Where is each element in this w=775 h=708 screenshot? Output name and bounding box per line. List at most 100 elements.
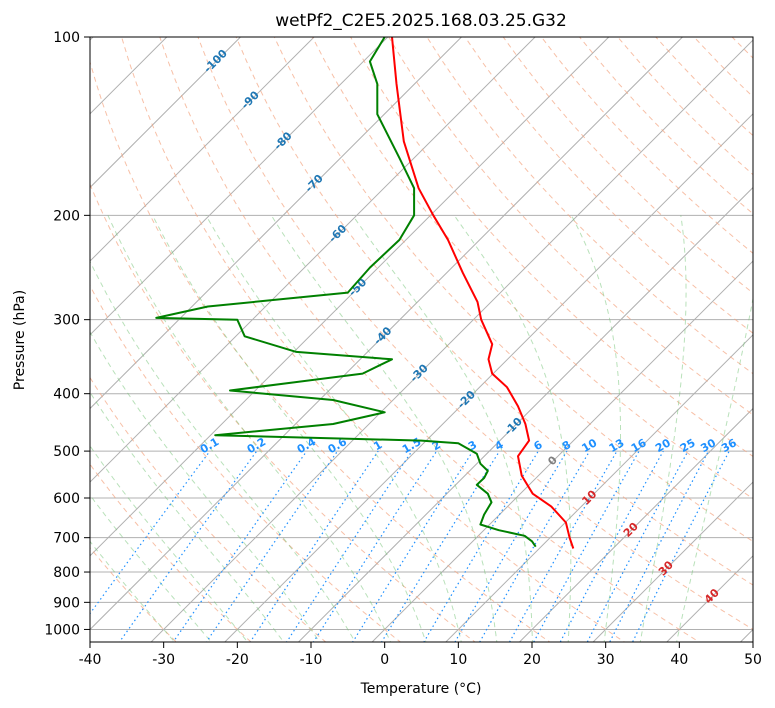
dry-adiabat-line — [731, 37, 753, 59]
dry-adiabat-line — [90, 546, 178, 642]
mixing-ratio-label: 10 — [579, 436, 599, 455]
mixing-ratio-line — [249, 450, 379, 642]
isotherm-line — [371, 260, 753, 642]
mixing-ratio-line — [533, 450, 640, 642]
dry-adiabat-line — [578, 37, 753, 215]
y-tick-label: 700 — [53, 531, 80, 547]
dry-adiabat-line — [90, 284, 402, 642]
mixing-ratio-line — [454, 450, 568, 642]
isotherm-line — [592, 481, 753, 642]
moist-adiabat-line — [352, 215, 533, 642]
dry-adiabat-line — [90, 376, 327, 642]
x-tick-label: -20 — [226, 652, 249, 668]
mixing-ratio-labels: 0.1 0.2 0.4 0.6 1 1.5 2 3 4 6 8 10 13 16 20 25 30 36 — [198, 435, 739, 456]
y-tick-label: 100 — [53, 30, 80, 46]
isotherm-line — [445, 334, 753, 642]
y-tick-label: 400 — [53, 387, 80, 403]
isotherm-line — [90, 37, 610, 557]
mixing-ratio-label: 20 — [653, 436, 673, 455]
moist-adiabat-line — [90, 494, 212, 642]
dry-adiabat-line — [90, 463, 252, 642]
isotherm-line — [90, 37, 168, 115]
mixing-ratio-line — [508, 450, 618, 642]
moist-adiabat-line — [90, 540, 176, 642]
x-tick-label: 50 — [744, 652, 762, 668]
y-tick-label: 800 — [53, 565, 80, 581]
dry-adiabat-line — [693, 37, 753, 98]
dry-adiabat-label: 10 — [579, 487, 599, 507]
moist-adiabat-line — [107, 215, 392, 642]
moist-adiabat-line — [205, 215, 462, 642]
dry-adiabat-line — [197, 37, 753, 630]
mixing-ratio-line — [631, 450, 730, 642]
x-axis-label: Temperature (°C) — [360, 681, 482, 697]
x-tick-label: 30 — [597, 652, 615, 668]
isotherm-label: -10 — [502, 415, 525, 438]
isotherm-label: -80 — [271, 129, 294, 152]
dry-adiabat-label: 40 — [702, 586, 722, 606]
mixing-ratio-line — [172, 450, 308, 642]
x-tick-label: 10 — [449, 652, 467, 668]
x-tick-label: -10 — [300, 652, 323, 668]
x-tick-label: 40 — [670, 652, 688, 668]
mixing-ratio-line — [586, 450, 689, 642]
mixing-ratio-line — [380, 450, 501, 642]
dry-adiabat-line — [540, 37, 753, 254]
mixing-ratio-line — [285, 450, 413, 642]
isotherm-line — [90, 37, 536, 483]
isotherm-line — [224, 113, 753, 642]
y-tick-label: 600 — [53, 491, 80, 507]
moist-adiabat-line — [90, 331, 321, 642]
x-tick-label: 20 — [523, 652, 541, 668]
dry-adiabat-line — [311, 37, 753, 500]
dry-adiabat-line — [235, 37, 753, 586]
y-tick-label: 500 — [53, 444, 80, 460]
isotherm-line — [90, 37, 389, 336]
dry-adiabat-line — [90, 182, 476, 642]
isotherm-label: -50 — [346, 276, 369, 299]
dry-adiabat-line — [121, 37, 626, 642]
dry-adiabat-line — [388, 37, 753, 416]
dry-adiabat-line — [744, 10, 775, 654]
profiles — [155, 37, 575, 549]
moist-adiabat-line — [453, 215, 572, 642]
dry-adiabat-line — [273, 37, 753, 543]
dry-adiabat-line — [350, 37, 753, 458]
mixing-ratio-line — [479, 450, 591, 642]
moist-adiabat-line — [90, 260, 356, 642]
dry-adiabat-line — [464, 37, 753, 334]
x-tick-label: 0 — [380, 652, 389, 668]
mixing-ratio-line — [609, 450, 710, 642]
x-tick-label: -40 — [79, 652, 102, 668]
dry-adiabat-line — [502, 37, 753, 294]
isotherm-line — [90, 37, 315, 262]
mixing-ratio-label: 30 — [698, 436, 718, 455]
y-tick-label: 300 — [53, 313, 80, 329]
y-tick-label: 200 — [53, 208, 80, 224]
mixing-ratio-line — [559, 450, 664, 642]
dry-adiabat-line — [655, 37, 753, 137]
y-tick-label: 1000 — [44, 622, 80, 638]
mixing-ratio-label: 0.2 — [245, 435, 268, 456]
dewpoint-profile — [155, 37, 537, 548]
mixing-ratio-label: 0.1 — [198, 435, 221, 456]
y-axis: 100 200 300 400 500 600 700 800 900 1000 — [44, 30, 90, 638]
mixing-ratio-label: 25 — [678, 436, 698, 455]
moist-adiabat-line — [676, 296, 753, 642]
mixing-ratio-line — [118, 450, 258, 642]
mixing-ratio-label: 16 — [629, 436, 649, 455]
dry-adiabat-line — [90, 60, 551, 642]
mixing-ratio-line — [90, 450, 211, 615]
moist-adiabat-line — [90, 445, 249, 642]
moist-adiabat-line — [639, 215, 687, 642]
isotherm-label: -40 — [371, 324, 394, 347]
chart-title: wetPf2_C2E5.2025.168.03.25.G32 — [275, 11, 567, 31]
moist-adiabat-line — [152, 215, 427, 642]
mixing-ratio-line — [423, 450, 539, 642]
mixing-ratio-label: 1.5 — [400, 435, 423, 456]
isotherm-label: -100 — [201, 47, 230, 76]
isotherm-line — [297, 186, 753, 642]
isotherm-line — [90, 37, 463, 410]
